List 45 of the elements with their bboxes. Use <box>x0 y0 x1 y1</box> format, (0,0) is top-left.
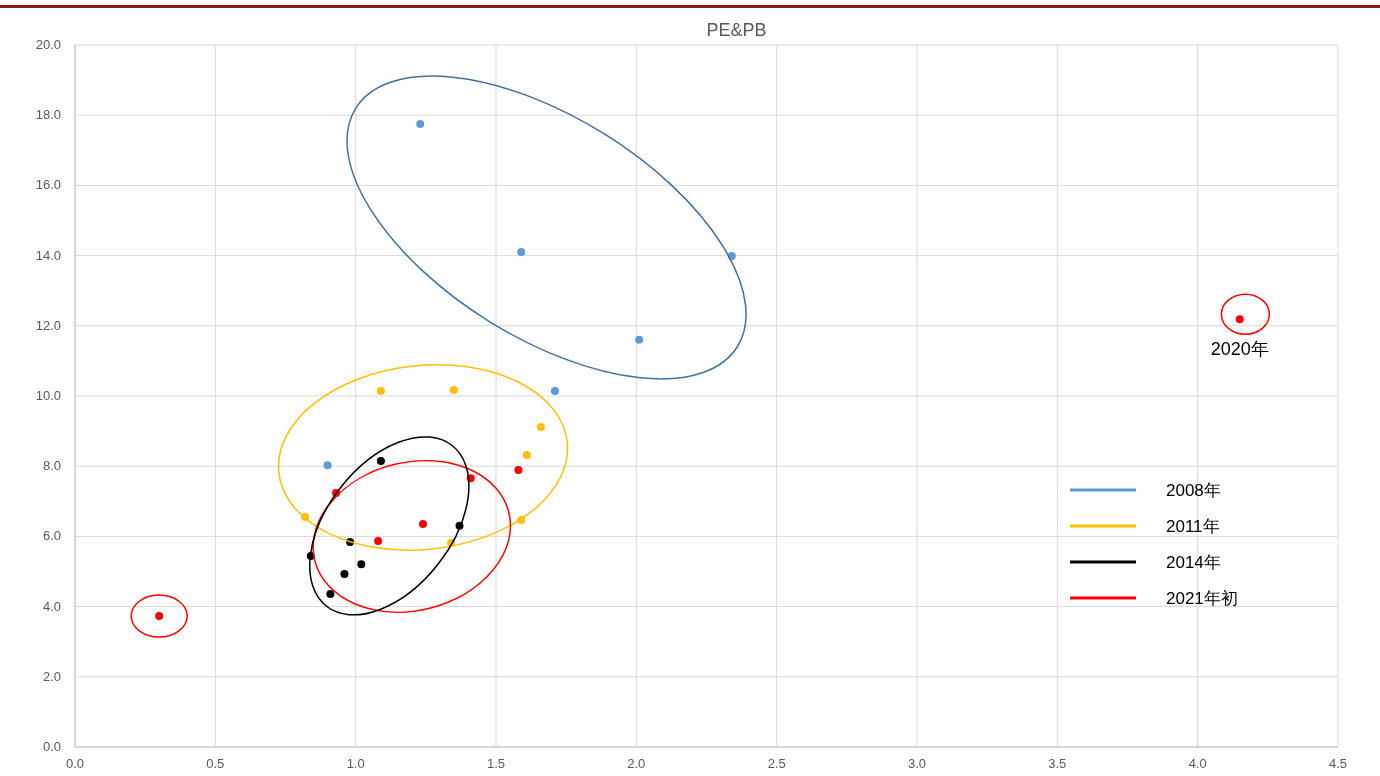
y-tick-label: 20.0 <box>35 37 61 52</box>
chart-title: PE&PB <box>706 20 767 40</box>
legend-label: 2021年初 <box>1166 589 1238 608</box>
legend-label: 2011年 <box>1166 517 1220 536</box>
point <box>155 612 164 621</box>
point <box>416 119 425 128</box>
x-tick-label: 2.0 <box>627 756 646 771</box>
y-tick-label: 18.0 <box>35 107 61 123</box>
y-tick-label: 16.0 <box>35 177 61 193</box>
legend-label: 2008年 <box>1166 481 1221 500</box>
x-tick-label: 0.5 <box>206 756 225 771</box>
point <box>374 536 383 545</box>
y-tick-label: 10.0 <box>35 388 61 403</box>
point <box>514 466 523 475</box>
y-tick-label: 4.0 <box>42 598 61 614</box>
point <box>1235 315 1244 324</box>
point <box>449 386 458 395</box>
x-tick-label: 4.5 <box>1328 756 1348 771</box>
y-tick-label: 14.0 <box>35 247 61 263</box>
x-tick-label: 0.0 <box>65 756 85 771</box>
point <box>357 560 366 569</box>
y-tick-label: 12.0 <box>35 317 61 333</box>
y-tick-label: 2.0 <box>42 668 61 684</box>
point <box>550 387 559 396</box>
x-tick-label: 2.5 <box>767 756 786 771</box>
point <box>323 461 332 470</box>
point <box>536 422 545 431</box>
annotation: 2020年 <box>1210 339 1269 360</box>
point <box>517 248 526 257</box>
point <box>635 335 644 344</box>
point <box>522 450 531 459</box>
point <box>376 387 385 396</box>
x-tick-label: 1.5 <box>486 756 506 771</box>
x-tick-label: 3.5 <box>1048 756 1067 771</box>
x-tick-label: 4.0 <box>1188 756 1207 771</box>
x-tick-label: 3.0 <box>907 756 927 771</box>
point <box>419 520 428 529</box>
x-tick-label: 1.0 <box>346 756 365 771</box>
point <box>376 456 385 465</box>
y-tick-label: 0.0 <box>42 739 61 754</box>
y-tick-label: 8.0 <box>42 458 61 474</box>
point <box>326 589 335 598</box>
point <box>340 569 349 578</box>
y-tick-label: 6.0 <box>42 528 61 544</box>
legend-label: 2014年 <box>1166 553 1221 572</box>
